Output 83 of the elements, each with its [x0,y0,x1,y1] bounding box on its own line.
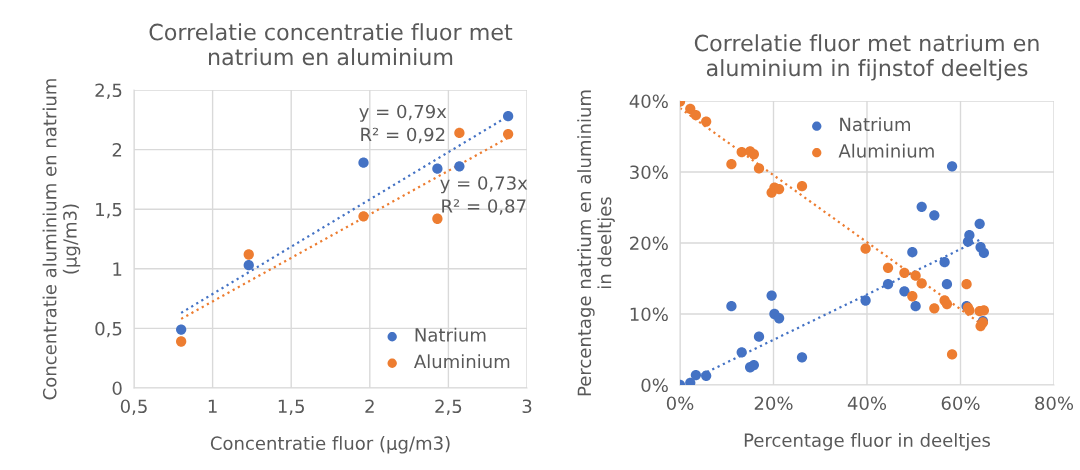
y-tick-label: 2 [112,143,122,157]
point [726,159,737,170]
point [766,290,777,301]
point [454,161,465,172]
point [502,128,514,140]
point [941,298,953,310]
point [907,247,918,258]
point [961,279,972,290]
chart-title: Correlatie concentratie fluor met natrium en aluminium [149,23,513,66]
y-tick-label: 30% [630,165,668,180]
point [502,111,514,122]
point [899,286,910,297]
point [916,278,927,289]
y-tick-label: 1,5 [96,202,122,219]
point [176,324,187,335]
point [753,331,765,342]
x-tick-label: 2 [365,399,374,413]
point [701,116,712,127]
legend-label: Aluminium [838,143,934,158]
legend-label: Aluminium [413,354,510,369]
point [726,301,737,312]
y-tick-label: 0 [112,381,122,396]
point [882,262,894,273]
point [748,149,760,160]
point [773,313,785,324]
point [899,267,910,278]
point [910,270,921,281]
point [910,301,921,312]
x-axis-title: Percentage fluor in deeltjes [744,433,991,451]
point [929,303,940,314]
x-tick-label: 0% [666,396,694,411]
point [685,103,696,114]
point [243,260,254,271]
x-tick-label: 2,5 [435,399,462,415]
point [974,218,985,229]
x-tick-label: 1 [208,399,217,413]
point [860,243,871,254]
x-tick-label: 20% [754,396,793,411]
annotation: y = 0,73x R² = 0,87 [440,176,528,215]
x-tick-label: 60% [941,396,980,411]
point [176,336,187,347]
y-tick-label: 40% [629,94,668,109]
annotation: y = 0,79x R² = 0,92 [359,104,447,144]
point [946,349,958,360]
point [454,127,465,139]
point [701,370,712,381]
x-axis-title: Concentratie fluor (µg/m3) [210,436,450,454]
y-tick-label: 1 [113,262,122,276]
point [978,247,990,259]
chart-title: Correlatie fluor met natrium en aluminium in fijnstof deeltjes [694,34,1039,81]
x-tick-label: 80% [1035,396,1074,411]
point [946,161,958,172]
y-tick-label: 0% [641,378,668,393]
point [882,279,894,290]
x-tick-label: 3 [522,399,532,414]
y-tick-label: 10% [630,307,668,322]
point [690,110,702,121]
point [964,230,975,241]
point [916,201,927,212]
point [358,211,369,222]
point [243,249,254,260]
point [860,295,871,306]
point [941,279,953,290]
point [753,163,765,174]
point [939,257,950,268]
x-tick-label: 40% [847,396,887,411]
legend-label: Natrium [840,117,910,132]
point [358,157,369,168]
point [929,210,940,221]
point [736,347,747,358]
y-tick-label: 0,5 [95,321,122,338]
point [432,213,443,224]
y-tick-label: 20% [630,236,668,251]
point [690,369,702,381]
y-tick-label: 2,5 [95,83,122,99]
point [796,352,808,363]
point [432,163,443,174]
y-axis-title: Percentage natrium en aluminium in deeltjes [577,90,615,396]
point [907,291,918,302]
legend-label: Natrium [415,327,486,342]
point [796,181,808,192]
x-tick-label: 1,5 [278,399,304,415]
y-axis-title: Concentratie aluminium en natrium (µg/m3) [42,79,81,400]
